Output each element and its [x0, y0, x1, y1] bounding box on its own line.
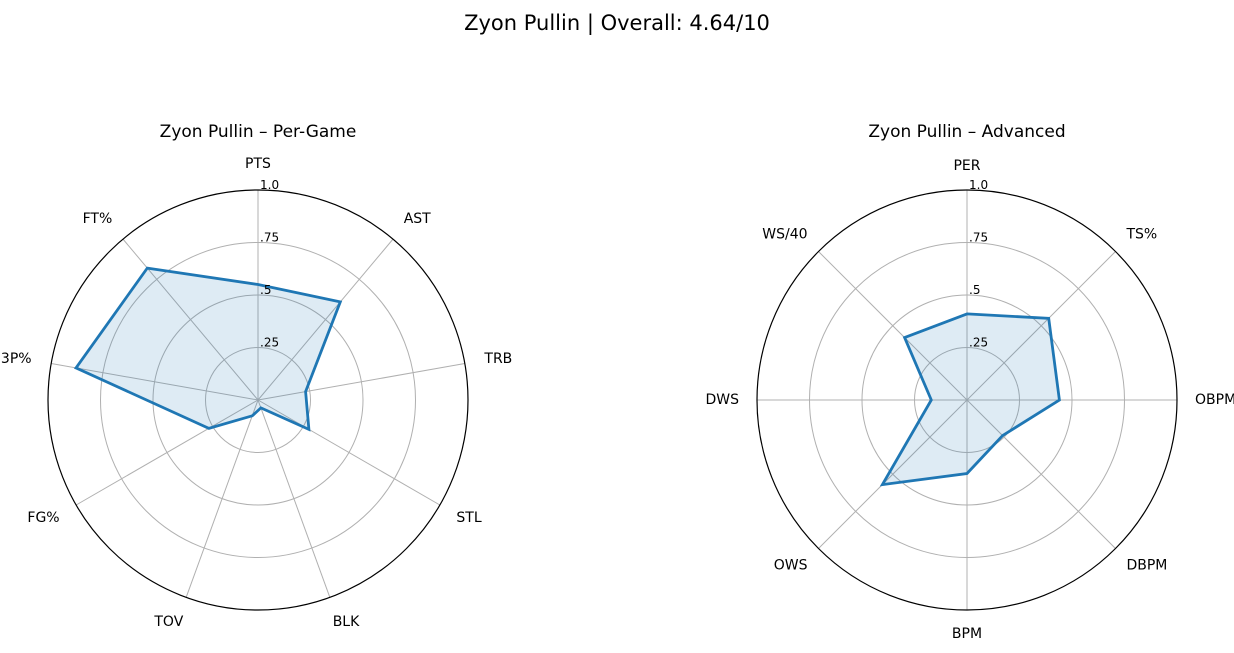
series-fill [882, 313, 1060, 485]
figure-title: Zyon Pullin | Overall: 4.64/10 [464, 11, 770, 36]
r-tick-label: 1.0 [969, 178, 988, 192]
outer-spine [47, 189, 469, 611]
category-label: BLK [333, 614, 360, 630]
category-label: PER [953, 158, 980, 174]
grid-spoke [966, 251, 1116, 401]
category-label: OWS [774, 557, 808, 573]
r-tick-label: .25 [969, 336, 988, 350]
category-label: OBPM [1195, 392, 1234, 408]
grid-spoke [122, 238, 259, 401]
series-line [73, 266, 343, 432]
series-line [879, 312, 1061, 487]
category-label: DBPM [1126, 557, 1167, 573]
category-label: WS/40 [762, 227, 807, 243]
grid [51, 190, 465, 598]
grid-spoke [257, 399, 441, 506]
category-label: FG% [27, 510, 59, 526]
category-label: AST [404, 211, 431, 227]
chart-title-per-game: Zyon Pullin – Per-Game [160, 122, 357, 142]
grid-spoke [257, 363, 465, 401]
r-tick-label: .5 [969, 283, 980, 297]
category-label: TRB [483, 351, 512, 367]
grid-spoke [966, 399, 1116, 549]
grid-spoke [185, 399, 259, 598]
series-fill [76, 268, 341, 430]
grid-spoke [818, 399, 968, 549]
r-tick-label: .75 [969, 231, 988, 245]
category-label: DWS [705, 392, 739, 408]
r-tick-label: .25 [260, 336, 279, 350]
category-label: STL [456, 510, 481, 526]
chart-title-advanced: Zyon Pullin – Advanced [868, 122, 1065, 142]
grid [757, 190, 1177, 610]
grid-spoke [818, 251, 968, 401]
radar-chart-per-game: Zyon Pullin – Per-Game .25 .5 .75 1.0 PTS AST… [1, 122, 512, 630]
grid-spoke [257, 399, 331, 598]
grid-spoke [257, 238, 394, 401]
category-label: BPM [952, 626, 982, 642]
radar-chart-advanced: Zyon Pullin – Advanced .25 .5 .75 1.0 PER TS%… [705, 122, 1234, 642]
category-label: TS% [1125, 227, 1157, 243]
r-tick-label: .5 [260, 283, 271, 297]
category-label: TOV [153, 614, 183, 630]
grid-spoke [75, 399, 259, 506]
grid-spoke [51, 363, 259, 401]
category-label: PTS [245, 156, 271, 172]
category-label: FT% [83, 211, 113, 227]
r-tick-label: 1.0 [260, 178, 279, 192]
outer-spine [756, 189, 1178, 611]
category-label: 3P% [1, 351, 32, 367]
r-tick-label: .75 [260, 231, 279, 245]
